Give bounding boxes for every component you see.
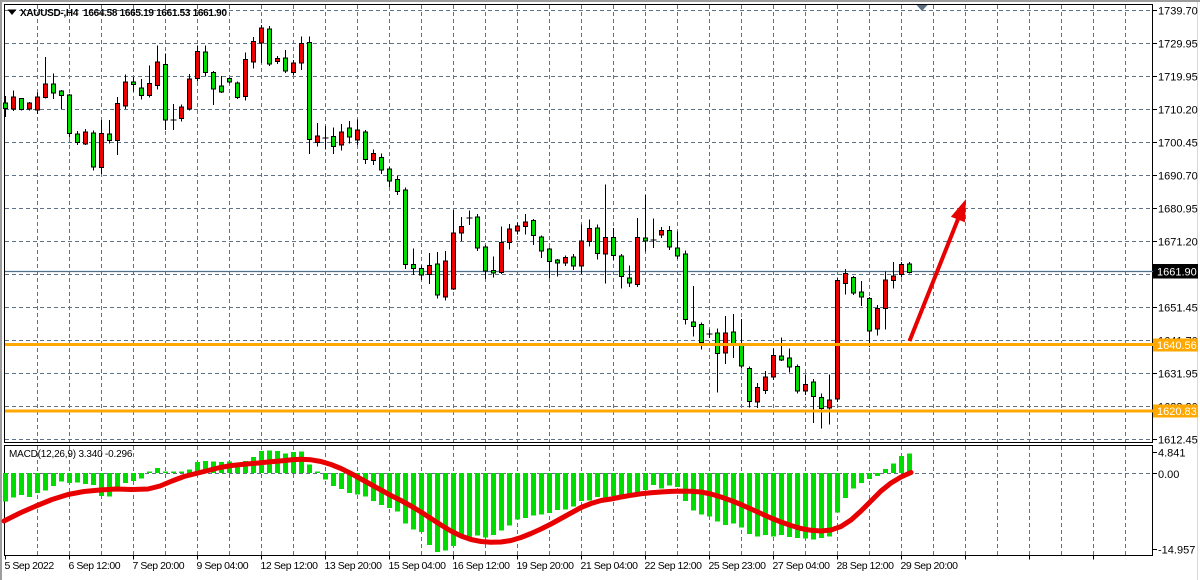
svg-text:1739.70: 1739.70 bbox=[1158, 6, 1198, 18]
svg-text:4.841: 4.841 bbox=[1158, 447, 1186, 459]
svg-text:1710.20: 1710.20 bbox=[1158, 105, 1198, 117]
svg-text:1640.56: 1640.56 bbox=[1157, 340, 1197, 352]
svg-text:13 Sep 20:00: 13 Sep 20:00 bbox=[325, 560, 383, 572]
svg-text:28 Sep 12:00: 28 Sep 12:00 bbox=[837, 560, 895, 572]
svg-text:1719.95: 1719.95 bbox=[1158, 72, 1198, 84]
svg-text:15 Sep 04:00: 15 Sep 04:00 bbox=[389, 560, 447, 572]
svg-text:MACD(12,26,9) 3.340 -0.296: MACD(12,26,9) 3.340 -0.296 bbox=[9, 449, 133, 460]
svg-text:29 Sep 20:00: 29 Sep 20:00 bbox=[901, 560, 959, 572]
svg-text:1729.95: 1729.95 bbox=[1158, 39, 1198, 51]
svg-text:19 Sep 20:00: 19 Sep 20:00 bbox=[517, 560, 575, 572]
svg-text:7 Sep 20:00: 7 Sep 20:00 bbox=[133, 560, 185, 572]
svg-text:1631.95: 1631.95 bbox=[1158, 369, 1198, 381]
svg-text:1680.95: 1680.95 bbox=[1158, 204, 1198, 216]
svg-text:9 Sep 04:00: 9 Sep 04:00 bbox=[197, 560, 249, 572]
svg-text:1651.45: 1651.45 bbox=[1158, 303, 1198, 315]
svg-text:25 Sep 23:00: 25 Sep 23:00 bbox=[709, 560, 767, 572]
svg-text:21 Sep 04:00: 21 Sep 04:00 bbox=[581, 560, 639, 572]
svg-text:1700.45: 1700.45 bbox=[1158, 138, 1198, 150]
svg-text:XAUUSD-,H4 1664.58 1665.19 16: XAUUSD-,H4 1664.58 1665.19 1661.53 1661.… bbox=[20, 8, 227, 19]
svg-text:16 Sep 12:00: 16 Sep 12:00 bbox=[453, 560, 511, 572]
svg-text:1690.70: 1690.70 bbox=[1158, 171, 1198, 183]
svg-text:6 Sep 12:00: 6 Sep 12:00 bbox=[69, 560, 121, 572]
svg-text:1661.90: 1661.90 bbox=[1157, 267, 1197, 279]
svg-text:27 Sep 04:00: 27 Sep 04:00 bbox=[773, 560, 831, 572]
svg-text:1620.83: 1620.83 bbox=[1157, 406, 1197, 418]
svg-text:5 Sep 2022: 5 Sep 2022 bbox=[5, 560, 55, 572]
svg-text:-14.957: -14.957 bbox=[1158, 544, 1195, 556]
svg-text:0.00: 0.00 bbox=[1158, 469, 1179, 481]
svg-text:1671.20: 1671.20 bbox=[1158, 237, 1198, 249]
svg-text:1612.45: 1612.45 bbox=[1158, 435, 1198, 447]
svg-text:12 Sep 12:00: 12 Sep 12:00 bbox=[261, 560, 319, 572]
svg-text:22 Sep 12:00: 22 Sep 12:00 bbox=[645, 560, 703, 572]
